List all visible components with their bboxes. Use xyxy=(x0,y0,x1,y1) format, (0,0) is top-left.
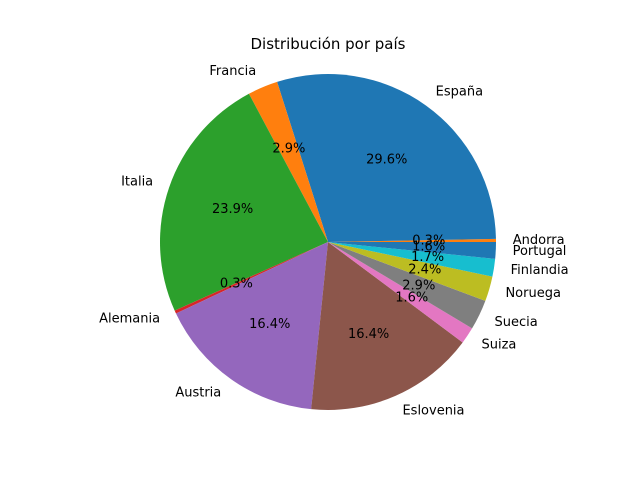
pie-slice-eslovenia xyxy=(311,242,463,410)
slice-label-suecia: Suecia xyxy=(494,315,537,330)
slice-percent-francia: 2.9% xyxy=(272,142,305,157)
slice-percent-andorra: 0.3% xyxy=(412,234,445,249)
slice-label-francia: Francia xyxy=(209,64,256,79)
pie-slices xyxy=(160,74,496,410)
pie-slice-suecia xyxy=(328,242,486,329)
pie-slice-alemania xyxy=(174,242,328,314)
slice-percent-finlandia: 1.7% xyxy=(411,250,444,265)
slice-percent-suecia: 2.9% xyxy=(402,278,435,293)
pie-slice-italia xyxy=(160,93,328,311)
slice-label-alemania: Alemania xyxy=(99,312,160,327)
slice-percent-italia: 23.9% xyxy=(212,202,253,217)
chart-title: Distribución por país xyxy=(251,35,406,53)
slice-percent-portugal: 1.6% xyxy=(412,240,445,255)
pie-slice-andorra xyxy=(328,238,496,242)
pie-slice-finlandia xyxy=(328,242,496,277)
pie-slice-espana xyxy=(277,74,496,242)
slice-label-andorra: Andorra xyxy=(513,233,565,248)
slice-label-eslovenia: Eslovenia xyxy=(402,404,464,419)
slice-label-suiza: Suiza xyxy=(481,337,516,352)
slice-percent-eslovenia: 16.4% xyxy=(348,327,389,342)
slice-percent-noruega: 2.4% xyxy=(408,263,441,278)
slice-label-austria: Austria xyxy=(175,385,221,400)
slice-label-portugal: Portugal xyxy=(513,244,567,259)
pie-slice-suiza xyxy=(328,242,473,343)
pie-slice-francia xyxy=(248,81,328,242)
slice-label-italia: Italia xyxy=(121,175,153,190)
slice-label-finlandia: Finlandia xyxy=(511,263,569,278)
pie-labels: Andorra 0.3% España 29.6% Francia 2.9% Italia 2… xyxy=(99,64,569,418)
pie-slice-noruega xyxy=(328,242,493,301)
slice-label-espana: España xyxy=(436,84,483,99)
pie-slice-portugal xyxy=(328,242,496,259)
pie-slice-austria xyxy=(175,242,328,410)
slice-percent-alemania: 0.3% xyxy=(220,277,253,292)
slice-percent-espana: 29.6% xyxy=(366,153,407,168)
slice-percent-austria: 16.4% xyxy=(249,317,290,332)
slice-label-noruega: Noruega xyxy=(505,286,560,301)
slice-percent-suiza: 1.6% xyxy=(395,291,428,306)
